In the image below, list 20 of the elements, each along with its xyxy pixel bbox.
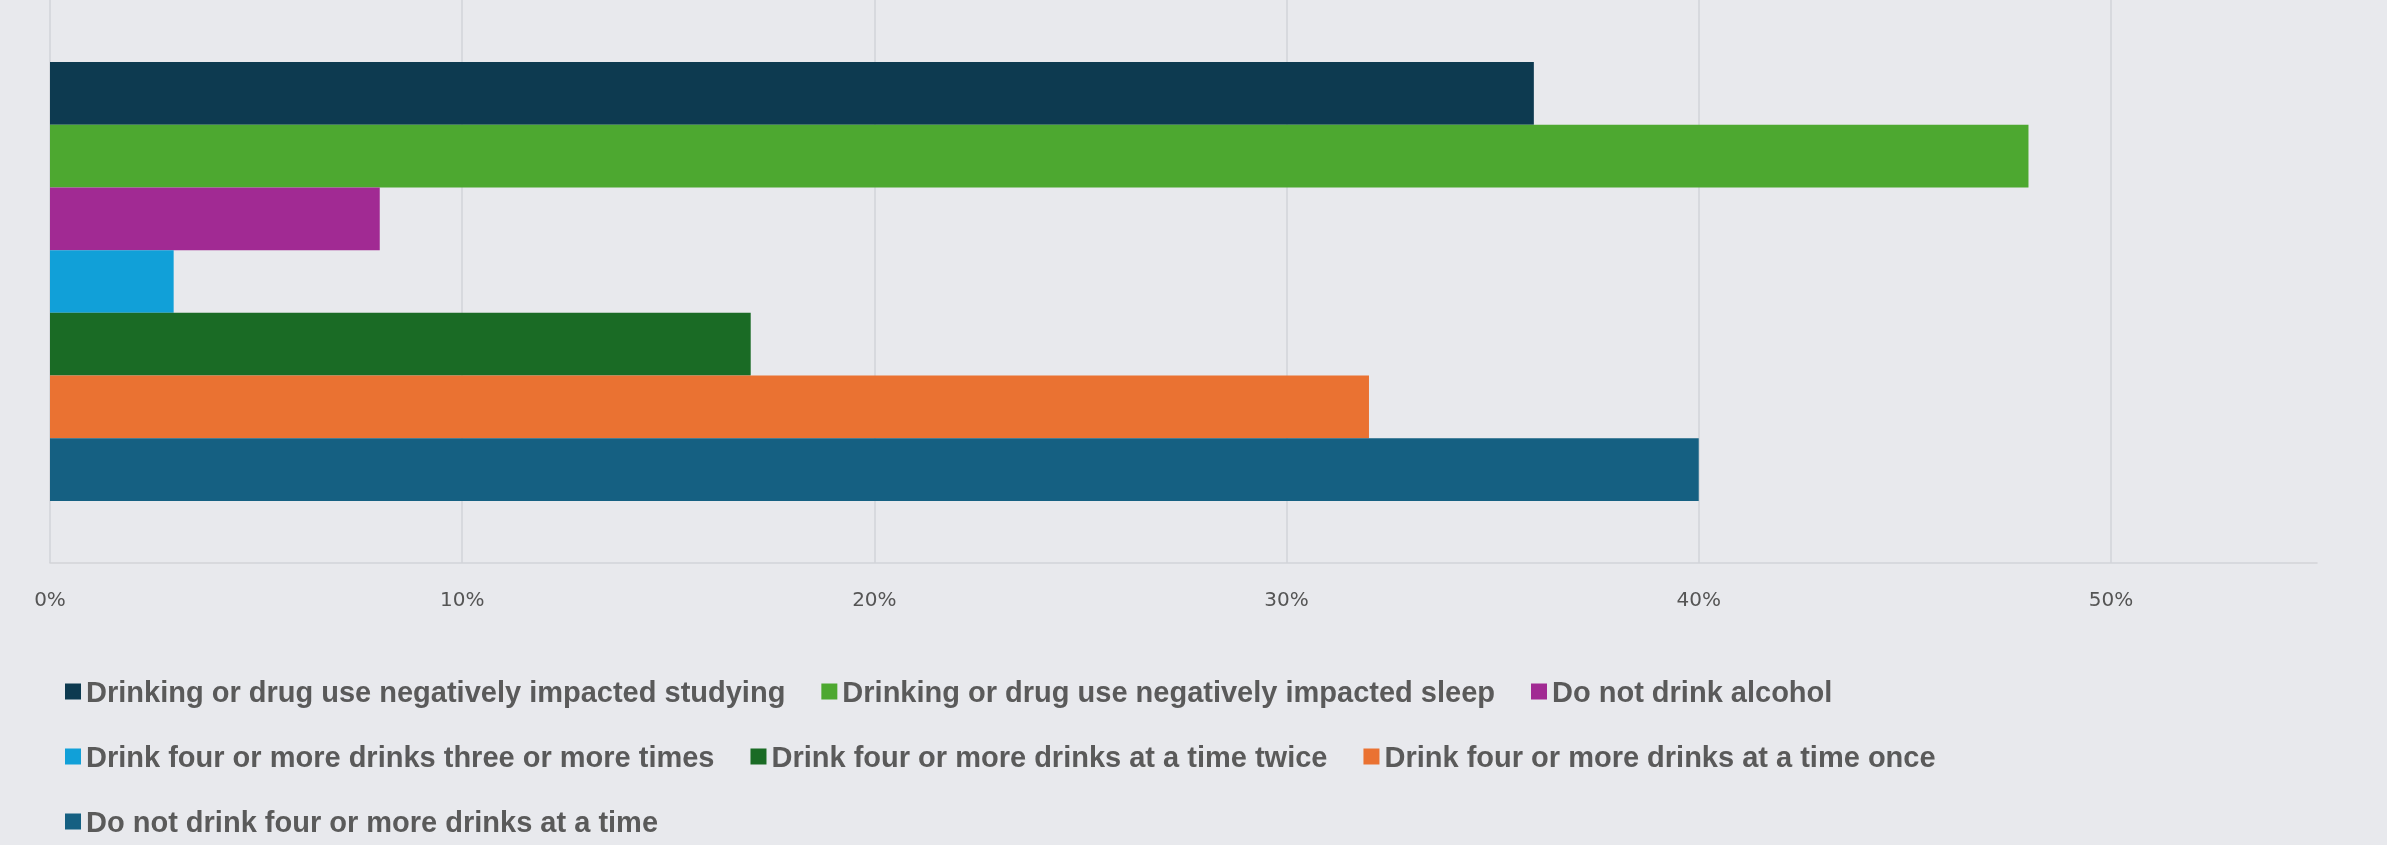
legend-label: Drink four or more drinks at a time twice	[771, 740, 1328, 773]
bar	[50, 375, 1369, 439]
legend-label: Do not drink four or more drinks at a time	[86, 805, 659, 838]
bar	[50, 124, 2029, 188]
bar	[50, 312, 751, 376]
bar	[50, 187, 380, 251]
legend-label: Drink four or more drinks at a time once	[1384, 740, 1936, 773]
bar	[50, 61, 1534, 125]
legend-label: Drinking or drug use negatively impacted studying	[86, 675, 786, 708]
x-tick-label: 0%	[34, 587, 66, 611]
x-tick-label: 50%	[2088, 587, 2134, 611]
x-tick-label: 40%	[1676, 587, 1721, 611]
x-tick-label: 30%	[1264, 587, 1309, 611]
x-tick-label: 20%	[852, 587, 897, 611]
bar	[50, 438, 1699, 502]
legend-label: Drinking or drug use negatively impacted sleep	[842, 675, 1496, 708]
legend-label: Drink four or more drinks three or more times	[86, 740, 715, 773]
legend-label: Do not drink alcohol	[1552, 675, 1833, 708]
bar	[50, 250, 174, 313]
x-tick-label: 10%	[439, 587, 485, 611]
